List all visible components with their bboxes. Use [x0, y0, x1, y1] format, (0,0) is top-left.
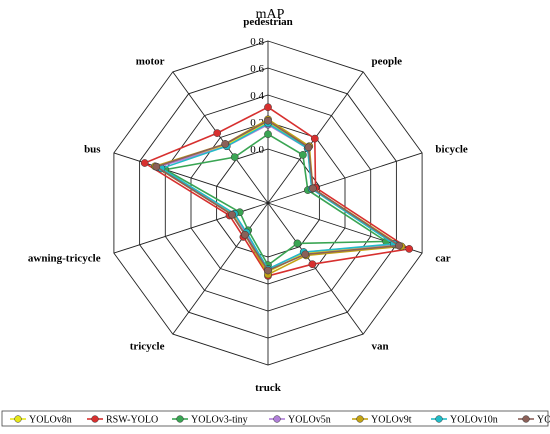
axis-label-tricycle: tricycle — [130, 340, 165, 352]
legend-label-yolov11n: YOLOv11n — [537, 415, 550, 426]
series-yolov11n — [152, 116, 403, 275]
spoke-van — [267, 202, 364, 335]
legend-marker-yolov10n — [435, 415, 443, 423]
legend-item-yolov10n: YOLOv10n — [431, 415, 498, 426]
legend-label-yolov8n: YOLOv8n — [29, 415, 72, 426]
point-yolov11n-bicycle — [309, 184, 317, 193]
spoke-bus — [113, 152, 269, 204]
point-rsw-yolo-car — [405, 245, 414, 253]
legend-marker-yolov11n — [522, 415, 530, 423]
radial-tick-label: 0.6 — [250, 63, 264, 75]
legend-item-rsw-yolo: RSW-YOLO — [87, 415, 158, 426]
point-rsw-yolo-bus — [140, 159, 149, 167]
legend: YOLOv8n RSW-YOLO YOLOv3-tiny YOLOv5n YOLOv9t… — [1, 410, 550, 427]
axis-labels: pedestrian people bicycle car van truck tricyc… — [28, 16, 468, 394]
point-yolov11n-car — [395, 241, 403, 250]
series-line-rsw-yolo — [142, 106, 412, 277]
axis-label-truck: truck — [255, 382, 282, 394]
point-rsw-yolo-pedestrian — [264, 103, 272, 112]
legend-marker-yolov3-tiny — [176, 415, 184, 423]
point-yolov3-tiny-people — [299, 151, 307, 159]
point-rsw-yolo-motor — [213, 129, 222, 137]
point-yolov11n-bus — [152, 162, 161, 171]
axis-label-people: people — [372, 56, 403, 68]
radial-tick-labels: 0.00.20.40.60.8 — [250, 36, 264, 156]
point-yolov3-tiny-pedestrian — [264, 130, 272, 139]
axis-label-pedestrian: pedestrian — [243, 16, 293, 28]
point-yolov11n-van — [301, 250, 310, 259]
legend-item-yolov8n: YOLOv8n — [10, 415, 72, 426]
spoke-tricycle — [172, 202, 269, 335]
series-layer — [140, 103, 414, 280]
legend-label-yolov10n: YOLOv10n — [450, 415, 498, 426]
point-yolov11n-truck — [264, 266, 272, 275]
legend-marker-yolov8n — [14, 415, 22, 423]
point-rsw-yolo-van — [308, 260, 317, 269]
point-yolov11n-people — [304, 143, 313, 152]
legend-item-yolov11n: YOLOv11n — [518, 415, 550, 426]
point-yolov3-tiny-van — [293, 239, 302, 248]
radial-tick-label: 0.4 — [250, 90, 264, 102]
series-line-yolov9t — [153, 118, 404, 276]
spoke-motor — [172, 71, 269, 204]
chart-title: mAP — [256, 7, 285, 22]
legend-label-yolov9t: YOLOv9t — [371, 415, 412, 426]
radial-tick-label: 0.8 — [250, 36, 264, 48]
legend-item-yolov9t: YOLOv9t — [352, 415, 412, 426]
axis-label-car: car — [435, 252, 450, 264]
series-line-yolov10n — [159, 122, 397, 271]
legend-item-yolov5n: YOLOv5n — [269, 415, 331, 426]
point-yolov3-tiny-motor — [230, 153, 239, 161]
legend-item-yolov3-tiny: YOLOv3-tiny — [172, 415, 248, 426]
axis-label-motor: motor — [136, 56, 165, 68]
point-yolov11n-tricycle — [241, 230, 249, 239]
point-rsw-yolo-people — [310, 134, 319, 143]
axis-label-bus: bus — [84, 144, 101, 156]
point-yolov11n-pedestrian — [264, 116, 272, 125]
legend-label-yolov3-tiny: YOLOv3-tiny — [191, 415, 248, 426]
legend-marker-rsw-yolo — [91, 415, 99, 423]
legend-marker-yolov5n — [273, 415, 281, 423]
axis-label-awning-tricycle: awning-tricycle — [28, 252, 101, 264]
legend-marker-yolov9t — [356, 415, 364, 423]
series-yolov8n — [152, 118, 401, 276]
legend-label-yolov5n: YOLOv5n — [288, 415, 331, 426]
spoke-bicycle — [267, 152, 423, 204]
legend-label-rsw-yolo: RSW-YOLO — [106, 415, 158, 426]
radial-tick-label: 0.0 — [250, 144, 264, 156]
axis-label-bicycle: bicycle — [435, 144, 467, 156]
point-yolov11n-motor — [221, 140, 230, 148]
point-yolov11n-awning-tricycle — [228, 210, 236, 219]
axis-label-van: van — [372, 340, 389, 352]
